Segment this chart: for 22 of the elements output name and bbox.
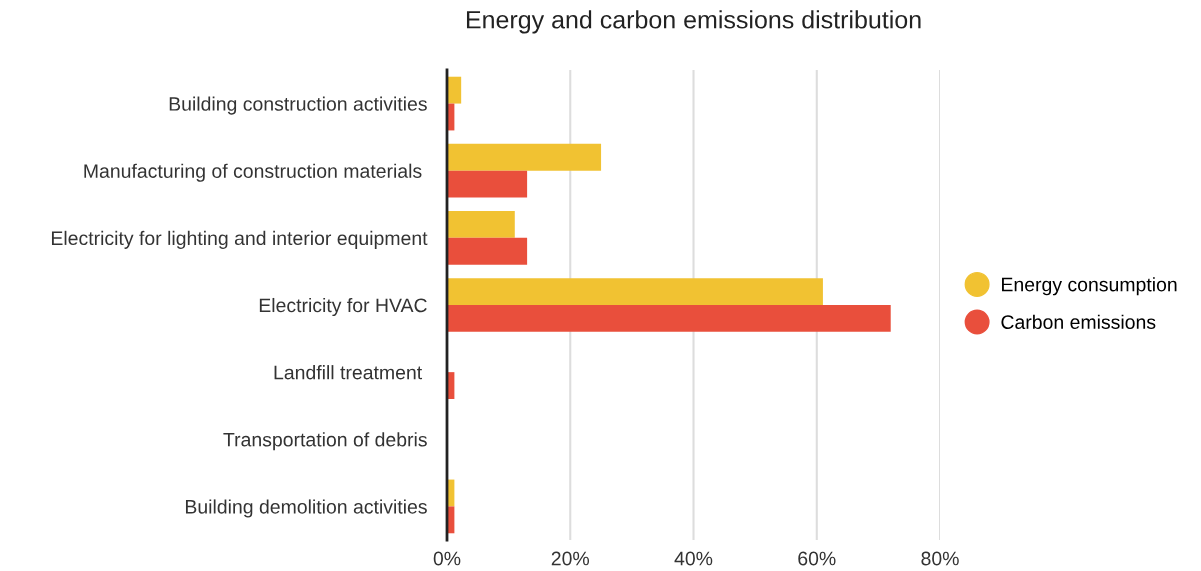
x-tick-label: 0% xyxy=(433,551,461,566)
y-tick-label: Manufacturing of construction materials xyxy=(84,163,422,182)
y-tick-label: Building demolition activities xyxy=(185,499,427,518)
y-tick-label: Building construction activities xyxy=(169,96,427,115)
bar xyxy=(447,278,823,305)
x-tick-label: 40% xyxy=(674,551,713,566)
x-tick-label: 60% xyxy=(798,551,836,566)
bar xyxy=(447,237,528,265)
legend-label: Carbon emissions xyxy=(1001,314,1156,329)
bar xyxy=(447,143,602,171)
y-tick-label: Electricity for lighting and interior equipment xyxy=(51,230,428,249)
bar xyxy=(447,211,515,238)
legend-label: Energy consumption xyxy=(1002,277,1177,296)
x-tick-label: 80% xyxy=(921,551,959,566)
bar xyxy=(447,170,528,198)
y-tick-label: Transportation of debris xyxy=(223,432,427,451)
bar xyxy=(447,76,462,104)
bar xyxy=(447,305,891,332)
x-tick-label: 20% xyxy=(551,551,590,566)
chart-title: Energy and carbon emissions distribution xyxy=(466,10,921,34)
y-tick-label: Landfill treatment xyxy=(274,365,423,380)
y-tick-label: Electricity for HVAC xyxy=(259,297,427,317)
